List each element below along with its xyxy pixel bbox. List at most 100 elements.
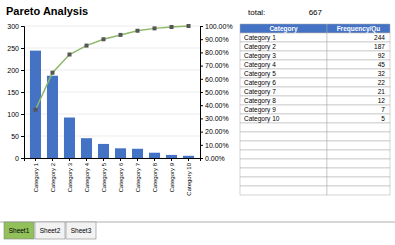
tick: 0.00% bbox=[200, 155, 225, 162]
table: CategoryFrequency/QuCategory 1244Categor… bbox=[240, 24, 390, 195]
table-cell bbox=[240, 150, 327, 159]
line-marker bbox=[119, 33, 123, 37]
table-cell bbox=[327, 186, 390, 195]
tick-mark bbox=[137, 158, 138, 161]
tick-label: 90.00% bbox=[205, 36, 229, 43]
total-value: 667 bbox=[309, 8, 323, 17]
grid bbox=[24, 26, 200, 158]
grid-line bbox=[24, 48, 200, 49]
tick-mark bbox=[21, 48, 24, 49]
grid-line bbox=[24, 70, 200, 71]
tick: 20.00% bbox=[200, 128, 229, 135]
tick-label: 150 bbox=[7, 89, 19, 96]
bar bbox=[132, 149, 143, 158]
tick: 250 bbox=[7, 45, 24, 52]
line-marker bbox=[187, 24, 191, 28]
tab-label: Sheet2 bbox=[40, 227, 61, 234]
tick-mark bbox=[21, 92, 24, 93]
tick-mark bbox=[21, 26, 24, 27]
tick: 90.00% bbox=[200, 36, 229, 43]
tick-mark bbox=[200, 52, 203, 53]
table-cell bbox=[327, 87, 390, 96]
table-cell bbox=[327, 60, 390, 69]
tick-mark bbox=[188, 158, 189, 161]
table-cell bbox=[240, 177, 327, 186]
table-cell bbox=[327, 105, 390, 114]
tab bbox=[4, 222, 34, 239]
bar bbox=[81, 138, 92, 158]
tick-mark bbox=[35, 158, 36, 161]
table-category: Category 6 bbox=[244, 79, 276, 87]
line-marker bbox=[50, 71, 54, 75]
table-category: Category 10 bbox=[244, 115, 280, 123]
line bbox=[35, 26, 188, 110]
bar bbox=[30, 51, 41, 158]
table-cell bbox=[240, 96, 327, 105]
table-cell bbox=[240, 141, 327, 150]
table-cell bbox=[240, 78, 327, 87]
table-cell bbox=[327, 123, 390, 132]
tick-mark bbox=[200, 105, 203, 106]
tick: Category 4 bbox=[84, 158, 90, 192]
tick-label: 60.00% bbox=[205, 76, 229, 83]
table-cell bbox=[240, 87, 327, 96]
tick-mark bbox=[200, 132, 203, 133]
tab-label: Sheet3 bbox=[71, 227, 92, 234]
table-cell bbox=[240, 51, 327, 60]
table-cell bbox=[327, 42, 390, 51]
bar bbox=[64, 118, 75, 158]
tick: 70.00% bbox=[200, 62, 229, 69]
tick: 80.00% bbox=[200, 49, 229, 56]
table-cell bbox=[240, 168, 327, 177]
line-marker bbox=[170, 25, 174, 29]
tick: 100.00% bbox=[200, 23, 233, 30]
tick: 150 bbox=[7, 89, 24, 96]
tick-label: 20.00% bbox=[205, 128, 229, 135]
table-value: 92 bbox=[378, 52, 386, 59]
plot-marks bbox=[30, 24, 194, 158]
axis-line bbox=[25, 159, 201, 162]
tick-mark bbox=[120, 158, 121, 161]
tick-mark bbox=[200, 92, 203, 93]
table-category: Category 5 bbox=[244, 70, 276, 78]
table-cell bbox=[240, 114, 327, 123]
tab-bar: Sheet1 Sheet2 Sheet3 bbox=[0, 222, 395, 239]
table-header: Category bbox=[269, 25, 298, 33]
tick-label: 0 bbox=[15, 155, 19, 162]
tab bbox=[35, 222, 65, 239]
tick: 50 bbox=[11, 133, 24, 140]
line-marker bbox=[101, 37, 105, 41]
x-axis: Category 1Category 2Category 3Category 4… bbox=[25, 158, 201, 196]
tick-label: 100 bbox=[7, 111, 19, 118]
tick-mark bbox=[86, 158, 87, 161]
table-category: Category 1 bbox=[244, 34, 276, 42]
line-marker bbox=[84, 44, 88, 48]
table-cell bbox=[327, 33, 390, 42]
table-cell bbox=[240, 69, 327, 78]
tick-label: Category 3 bbox=[67, 162, 73, 192]
tick-label: 250 bbox=[7, 45, 19, 52]
table-header-cell bbox=[327, 24, 390, 33]
table-cell bbox=[240, 42, 327, 51]
bar bbox=[149, 153, 160, 158]
y-axis: 050100150200250300 bbox=[7, 23, 24, 162]
table-cell bbox=[240, 123, 327, 132]
table-value: 45 bbox=[378, 61, 386, 68]
table-header-cell bbox=[240, 24, 327, 33]
tick: 60.00% bbox=[200, 76, 229, 83]
tick-label: 10.00% bbox=[205, 142, 229, 149]
table-cell bbox=[327, 150, 390, 159]
tick-mark bbox=[200, 79, 203, 80]
table-cell bbox=[240, 105, 327, 114]
tab-label: Sheet1 bbox=[9, 227, 30, 234]
tick-label: 40.00% bbox=[205, 102, 229, 109]
table-cell bbox=[327, 51, 390, 60]
tick: Category 5 bbox=[101, 158, 107, 192]
y2-axis: 0.00%10.00%20.00%30.00%40.00%50.00%60.00… bbox=[200, 23, 233, 162]
tick-label: 300 bbox=[7, 23, 19, 30]
bar bbox=[115, 148, 126, 158]
table-cell bbox=[327, 96, 390, 105]
table-category: Category 4 bbox=[244, 61, 276, 69]
table-cell bbox=[240, 186, 327, 195]
tick: 100 bbox=[7, 111, 24, 118]
